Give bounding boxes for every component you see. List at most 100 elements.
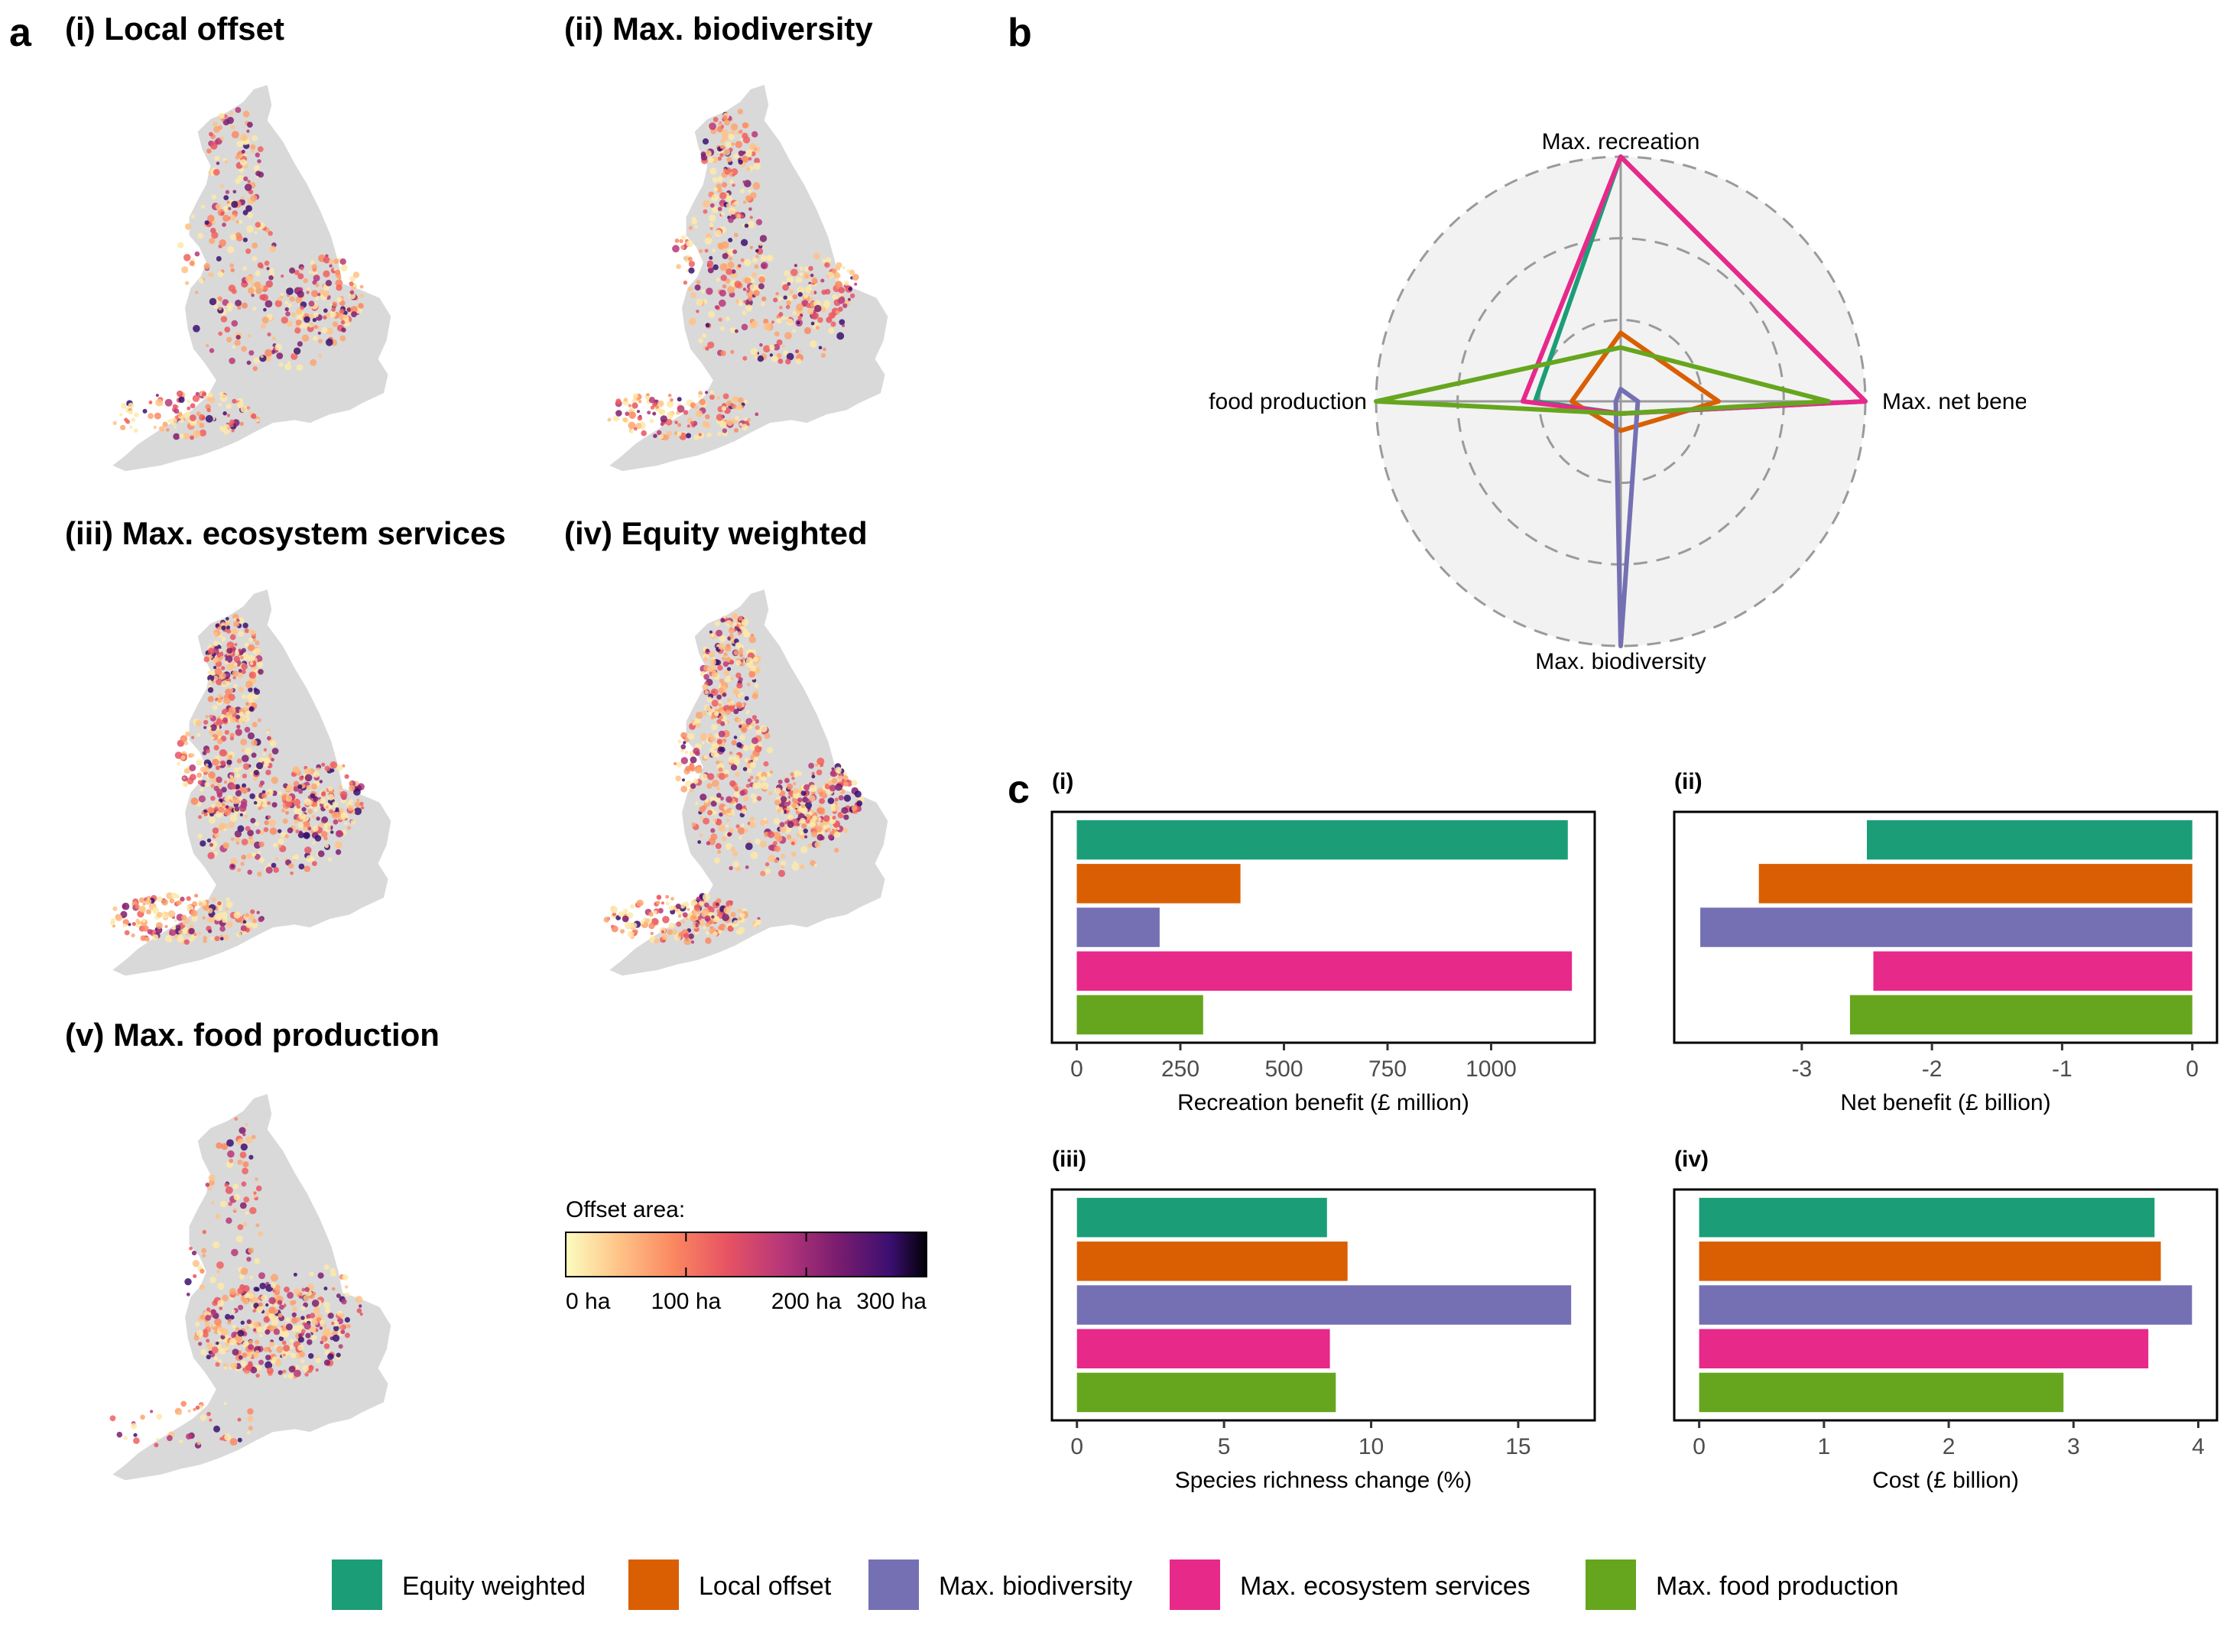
offset-site-dot <box>267 815 271 820</box>
offset-site-dot <box>776 808 781 813</box>
offset-site-dot <box>193 430 201 438</box>
offset-site-dot <box>304 1323 311 1330</box>
offset-site-dot <box>295 308 303 315</box>
offset-site-dot <box>349 784 355 792</box>
offset-site-dot <box>836 273 841 278</box>
offset-site-dot <box>229 814 238 822</box>
offset-site-dot <box>315 1368 319 1372</box>
offset-site-dot <box>776 318 782 324</box>
offset-site-dot <box>312 1291 316 1296</box>
offset-site-dot <box>690 914 698 922</box>
offset-site-dot <box>742 805 746 809</box>
offset-site-dot <box>292 1306 297 1312</box>
offset-site-dot <box>721 836 727 842</box>
offset-site-dot <box>239 167 245 173</box>
bar-max-food-production <box>1699 1372 2064 1413</box>
offset-site-dot <box>226 664 234 671</box>
offset-site-dot <box>235 714 241 719</box>
offset-site-dot <box>115 914 123 922</box>
offset-site-dot <box>268 1297 276 1305</box>
offset-site-dot <box>300 1358 305 1364</box>
offset-site-dot <box>744 277 751 284</box>
offset-site-dot <box>203 263 210 270</box>
offset-site-dot <box>837 307 843 312</box>
offset-site-dot <box>704 248 709 253</box>
offset-site-dot <box>680 732 687 739</box>
offset-site-dot <box>720 326 725 331</box>
offset-site-dot <box>255 222 261 228</box>
offset-site-dot <box>268 1349 272 1353</box>
offset-site-dot <box>320 1335 328 1342</box>
offset-site-dot <box>748 760 751 764</box>
offset-site-dot <box>242 209 248 216</box>
offset-site-dot <box>252 256 258 261</box>
offset-site-dot <box>688 933 694 940</box>
offset-site-dot <box>289 1339 294 1344</box>
offset-site-dot <box>293 798 301 807</box>
offset-site-dot <box>261 802 268 808</box>
offset-site-dot <box>706 287 713 295</box>
offset-site-dot <box>161 899 168 906</box>
offset-site-dot <box>253 647 261 655</box>
bar-max-biodiversity <box>1076 907 1160 947</box>
offset-site-dot <box>743 399 748 404</box>
offset-site-dot <box>817 316 823 323</box>
offset-site-dot <box>736 404 743 411</box>
offset-site-dot <box>247 922 252 928</box>
offset-site-dot <box>257 850 261 854</box>
offset-site-dot <box>822 258 826 264</box>
offset-site-dot <box>278 844 282 848</box>
offset-site-dot <box>818 817 822 821</box>
offset-site-dot <box>157 928 162 933</box>
offset-site-dot <box>828 327 835 334</box>
offset-site-dot <box>261 323 266 329</box>
offset-site-dot <box>733 735 738 739</box>
offset-site-dot <box>707 810 713 816</box>
offset-site-dot <box>219 1327 225 1332</box>
offset-site-dot <box>649 418 654 424</box>
offset-site-dot <box>690 719 695 724</box>
offset-site-dot <box>758 283 764 290</box>
offset-site-dot <box>271 748 279 755</box>
offset-site-dot <box>682 912 688 918</box>
offset-site-dot <box>328 804 333 809</box>
offset-site-dot <box>245 702 249 706</box>
offset-site-dot <box>191 1251 197 1256</box>
offset-site-dot <box>299 1351 306 1358</box>
offset-site-dot <box>217 905 223 911</box>
offset-site-dot <box>699 806 706 813</box>
offset-site-dot <box>742 287 747 291</box>
offset-site-dot <box>759 820 765 826</box>
offset-site-dot <box>754 355 758 359</box>
offset-site-dot <box>744 223 749 229</box>
offset-site-dot <box>647 411 651 415</box>
offset-site-dot <box>760 725 768 733</box>
offset-site-dot <box>694 766 703 774</box>
offset-site-dot <box>738 150 745 157</box>
offset-site-dot <box>329 258 335 265</box>
offset-site-dot <box>772 841 777 845</box>
offset-site-dot <box>786 783 794 790</box>
offset-site-dot <box>135 904 140 909</box>
offset-site-dot <box>121 403 128 409</box>
offset-site-dot <box>719 299 726 307</box>
offset-site-dot <box>305 1332 311 1339</box>
offset-site-dot <box>156 1437 160 1441</box>
offset-site-dot <box>238 669 242 673</box>
offset-site-dot <box>753 756 759 761</box>
offset-site-dot <box>226 897 230 902</box>
offset-site-dot <box>663 434 670 441</box>
offset-site-dot <box>810 297 813 300</box>
offset-site-dot <box>670 897 674 901</box>
offset-site-dot <box>241 346 247 352</box>
offset-site-dot <box>730 349 735 354</box>
offset-site-dot <box>222 717 228 723</box>
offset-site-dot <box>323 1359 330 1366</box>
offset-site-dot <box>246 360 252 365</box>
offset-site-dot <box>242 1352 248 1358</box>
offset-site-dot <box>219 799 223 803</box>
offset-site-dot <box>791 862 800 871</box>
offset-site-dot <box>796 303 803 311</box>
offset-site-dot <box>799 272 803 277</box>
